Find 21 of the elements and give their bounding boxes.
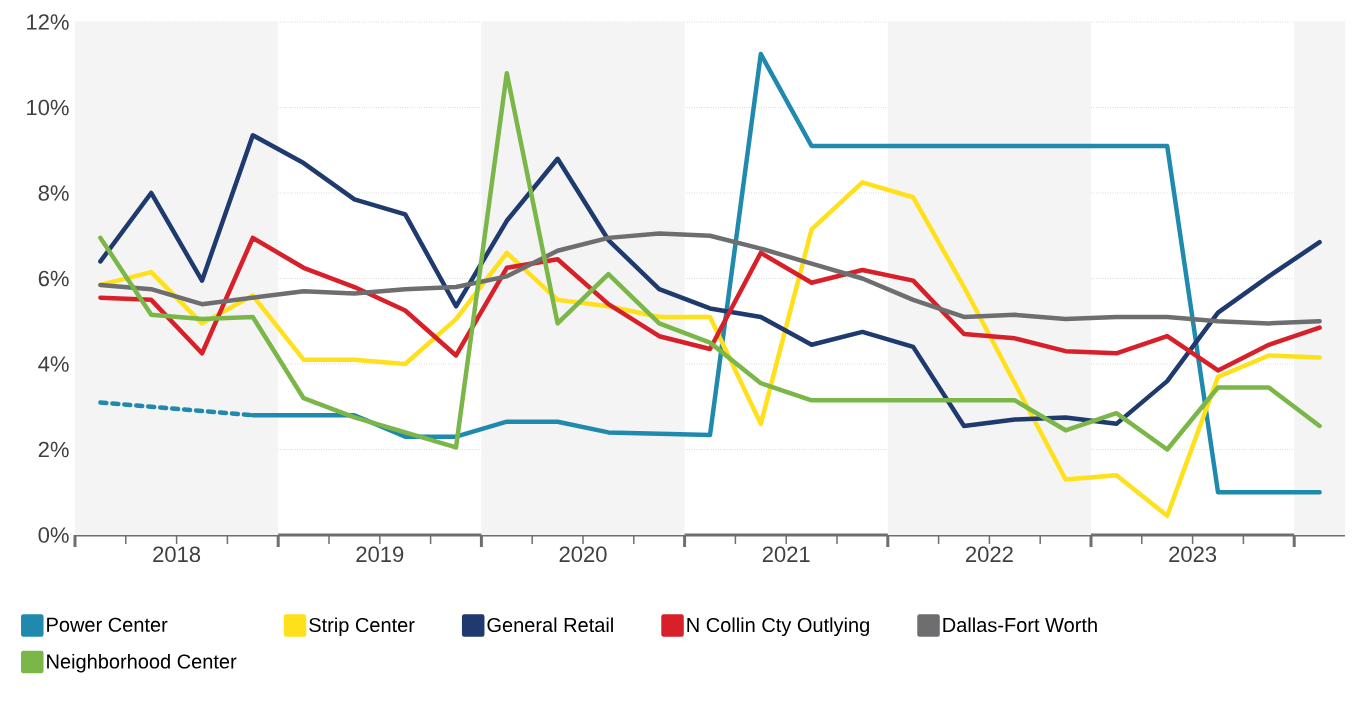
y-tick-label: 0% bbox=[38, 527, 69, 543]
y-tick-label: 2% bbox=[38, 441, 69, 458]
legend-label: Neighborhood Center bbox=[47, 653, 237, 673]
x-tick-label: 2019 bbox=[356, 546, 404, 563]
x-tick-label: 2023 bbox=[1169, 546, 1217, 563]
line-series bbox=[98, 235, 1322, 373]
x-tick-label: 2022 bbox=[966, 546, 1013, 563]
legend-label: Strip Center bbox=[309, 617, 415, 637]
y-tick-label: 8% bbox=[38, 185, 69, 201]
legend-label: N Collin Cty Outlying bbox=[687, 617, 869, 637]
legend-label: General Retail bbox=[487, 617, 613, 633]
x-tick-label: 2018 bbox=[153, 546, 201, 563]
x-tick-label: 2021 bbox=[762, 546, 810, 563]
y-tick-label: 4% bbox=[38, 356, 69, 372]
legend-label: Power Center bbox=[47, 617, 168, 632]
y-tick-label: 10% bbox=[27, 99, 69, 116]
legend-label: Dallas-Fort Worth bbox=[943, 617, 1097, 633]
line-series bbox=[98, 133, 1322, 429]
x-tick-label: 2020 bbox=[559, 546, 607, 563]
y-tick-label: 6% bbox=[38, 270, 69, 287]
y-tick-label: 12% bbox=[27, 14, 69, 30]
